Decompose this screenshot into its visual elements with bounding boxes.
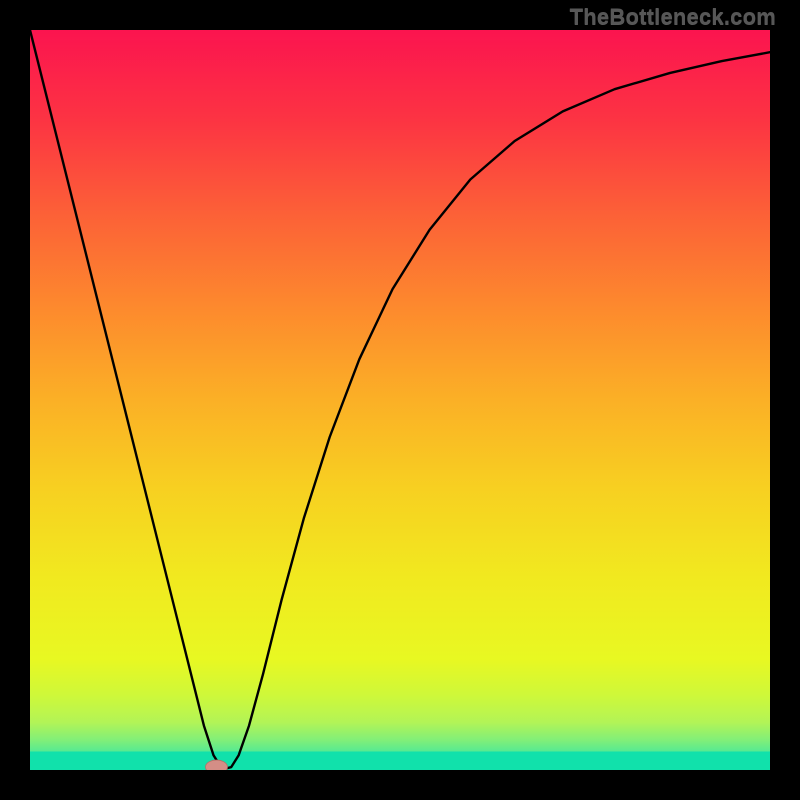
watermark-text: TheBottleneck.com [570,4,776,30]
green-band [30,752,770,771]
plot-area [30,30,770,770]
curve-chart-svg [30,30,770,770]
chart-frame: TheBottleneck.com [0,0,800,800]
gradient-background [30,30,770,770]
